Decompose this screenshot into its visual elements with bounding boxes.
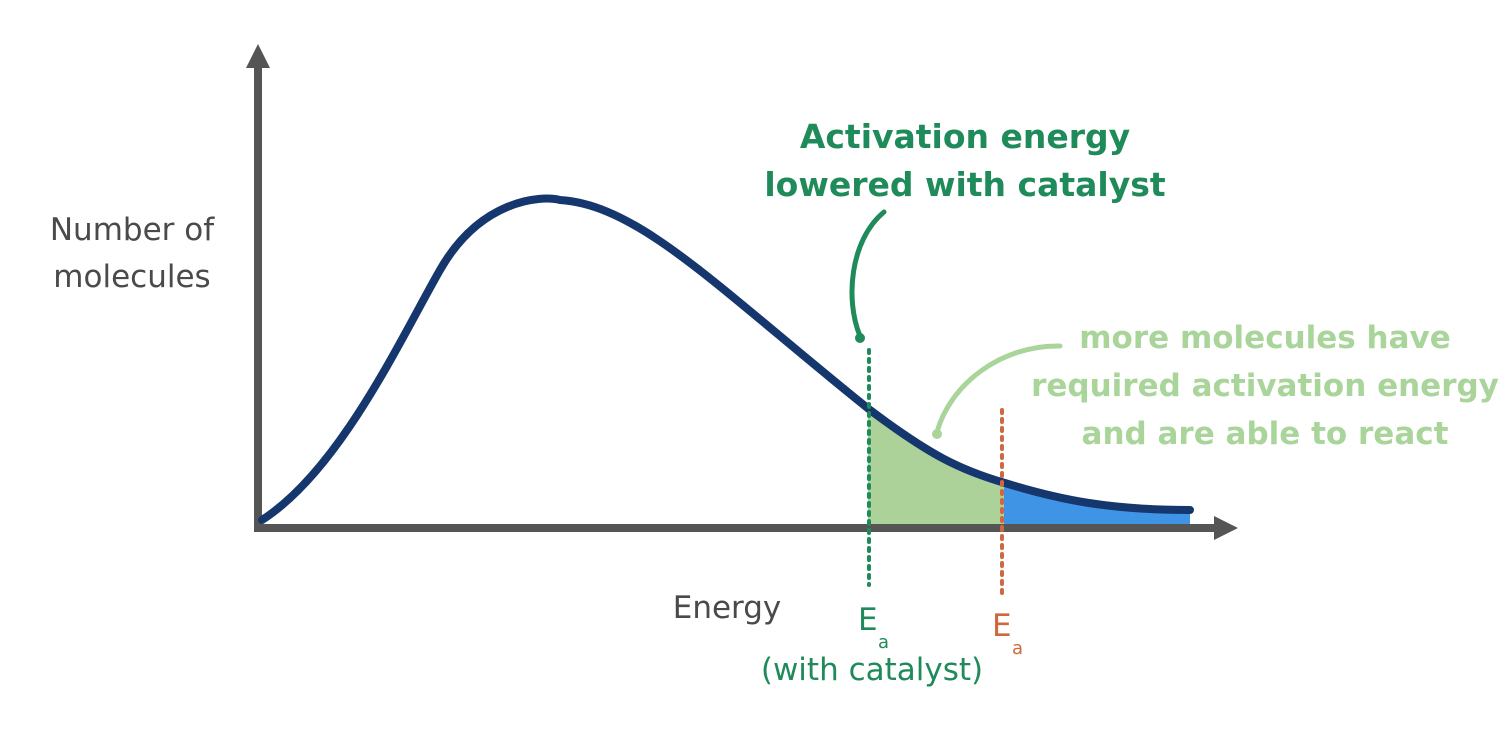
catalyst-area [868,300,1004,524]
more-pointer [934,343,1063,435]
marker-caption: (with catalyst) [761,652,983,688]
x-label: Energy [673,590,782,626]
y-arrow [246,44,270,68]
note: more molecules have [1079,320,1451,356]
note: lowered with catalyst [764,165,1166,204]
pointer-dot [855,333,865,343]
catalyst-pointer [849,209,887,339]
note: Activation energy [800,117,1130,156]
pointer-dot [932,429,942,439]
y-label: molecules [53,259,210,295]
marker-subscript: a [1012,638,1023,659]
x-arrow [1214,516,1238,540]
marker-symbol: E [858,602,878,638]
distribution-curve [258,194,1194,524]
y-label: Number of [50,212,215,248]
note: required activation energy [1031,368,1499,404]
marker-symbol: E [992,608,1012,644]
marker-subscript: a [878,632,889,653]
note: and are able to react [1082,416,1449,452]
